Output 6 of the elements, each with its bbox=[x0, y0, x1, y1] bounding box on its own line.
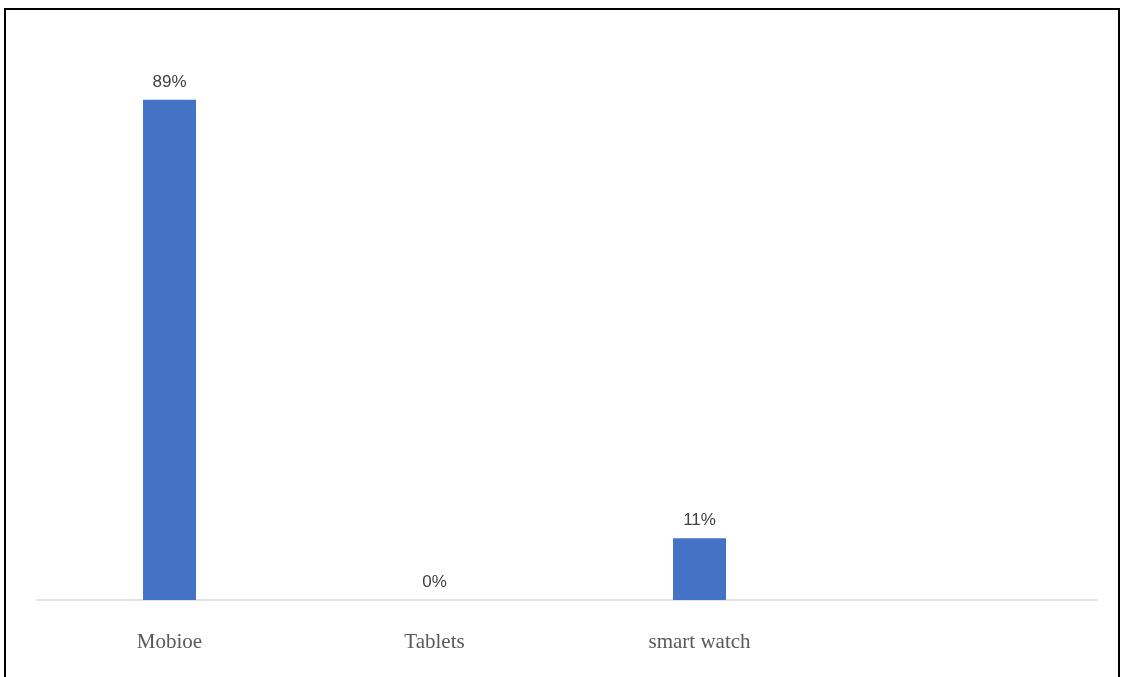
data-label: 89% bbox=[152, 71, 187, 91]
x-tick-label: smart watch bbox=[648, 628, 752, 653]
data-label: 0% bbox=[422, 572, 447, 591]
data-label: 11% bbox=[683, 510, 716, 530]
x-tick-label: Tablets bbox=[404, 628, 465, 653]
x-tick-label: Mobioe bbox=[136, 628, 203, 653]
